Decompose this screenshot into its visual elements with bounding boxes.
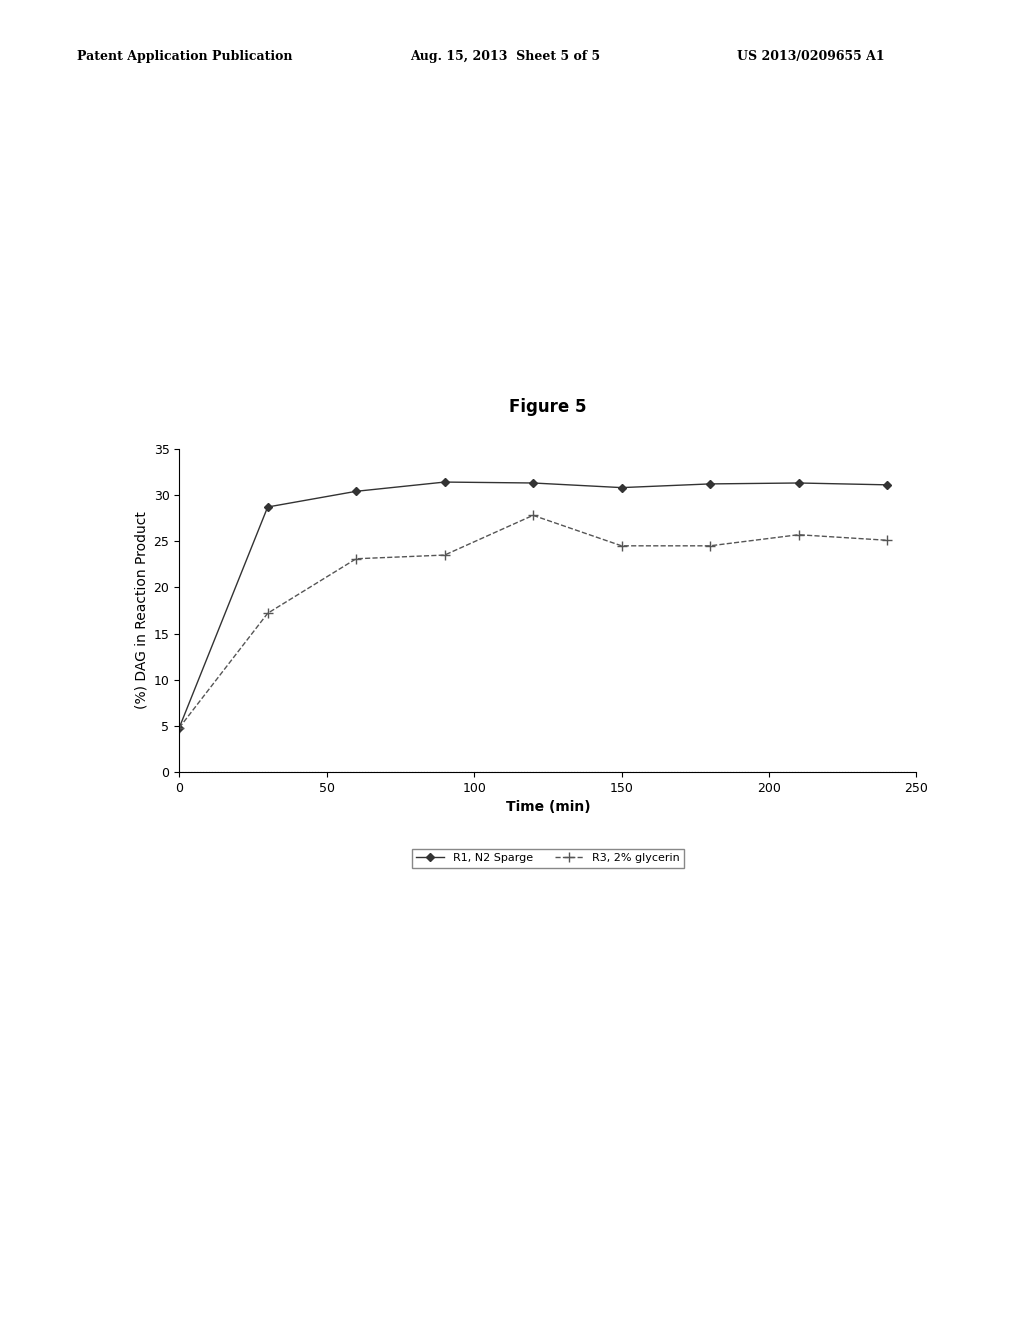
R3, 2% glycerin	[881, 532, 893, 548]
R3, 2% glycerin	[173, 719, 185, 735]
R1, N2 Sparge	[350, 483, 362, 499]
Legend: R1, N2 Sparge, R3, 2% glycerin: R1, N2 Sparge, R3, 2% glycerin	[412, 849, 684, 867]
R1, N2 Sparge	[261, 499, 273, 515]
R1, N2 Sparge	[438, 474, 451, 490]
Text: US 2013/0209655 A1: US 2013/0209655 A1	[737, 50, 885, 63]
R3, 2% glycerin	[703, 539, 716, 554]
R3, 2% glycerin	[261, 606, 273, 622]
R1, N2 Sparge	[527, 475, 540, 491]
R3, 2% glycerin	[350, 550, 362, 566]
R1, N2 Sparge	[173, 719, 185, 735]
R3, 2% glycerin	[527, 507, 540, 523]
R1, N2 Sparge	[615, 479, 628, 495]
R3, 2% glycerin	[793, 527, 805, 543]
Line: R3, 2% glycerin: R3, 2% glycerin	[174, 511, 892, 733]
X-axis label: Time (min): Time (min)	[506, 800, 590, 814]
R1, N2 Sparge	[703, 477, 716, 492]
R1, N2 Sparge	[793, 475, 805, 491]
R3, 2% glycerin	[438, 548, 451, 564]
Text: Patent Application Publication: Patent Application Publication	[77, 50, 292, 63]
R1, N2 Sparge	[881, 477, 893, 492]
Text: Aug. 15, 2013  Sheet 5 of 5: Aug. 15, 2013 Sheet 5 of 5	[410, 50, 600, 63]
Line: R1, N2 Sparge: R1, N2 Sparge	[176, 479, 890, 731]
Y-axis label: (%) DAG in Reaction Product: (%) DAG in Reaction Product	[134, 512, 148, 709]
R3, 2% glycerin	[615, 539, 628, 554]
Text: Figure 5: Figure 5	[509, 397, 587, 416]
